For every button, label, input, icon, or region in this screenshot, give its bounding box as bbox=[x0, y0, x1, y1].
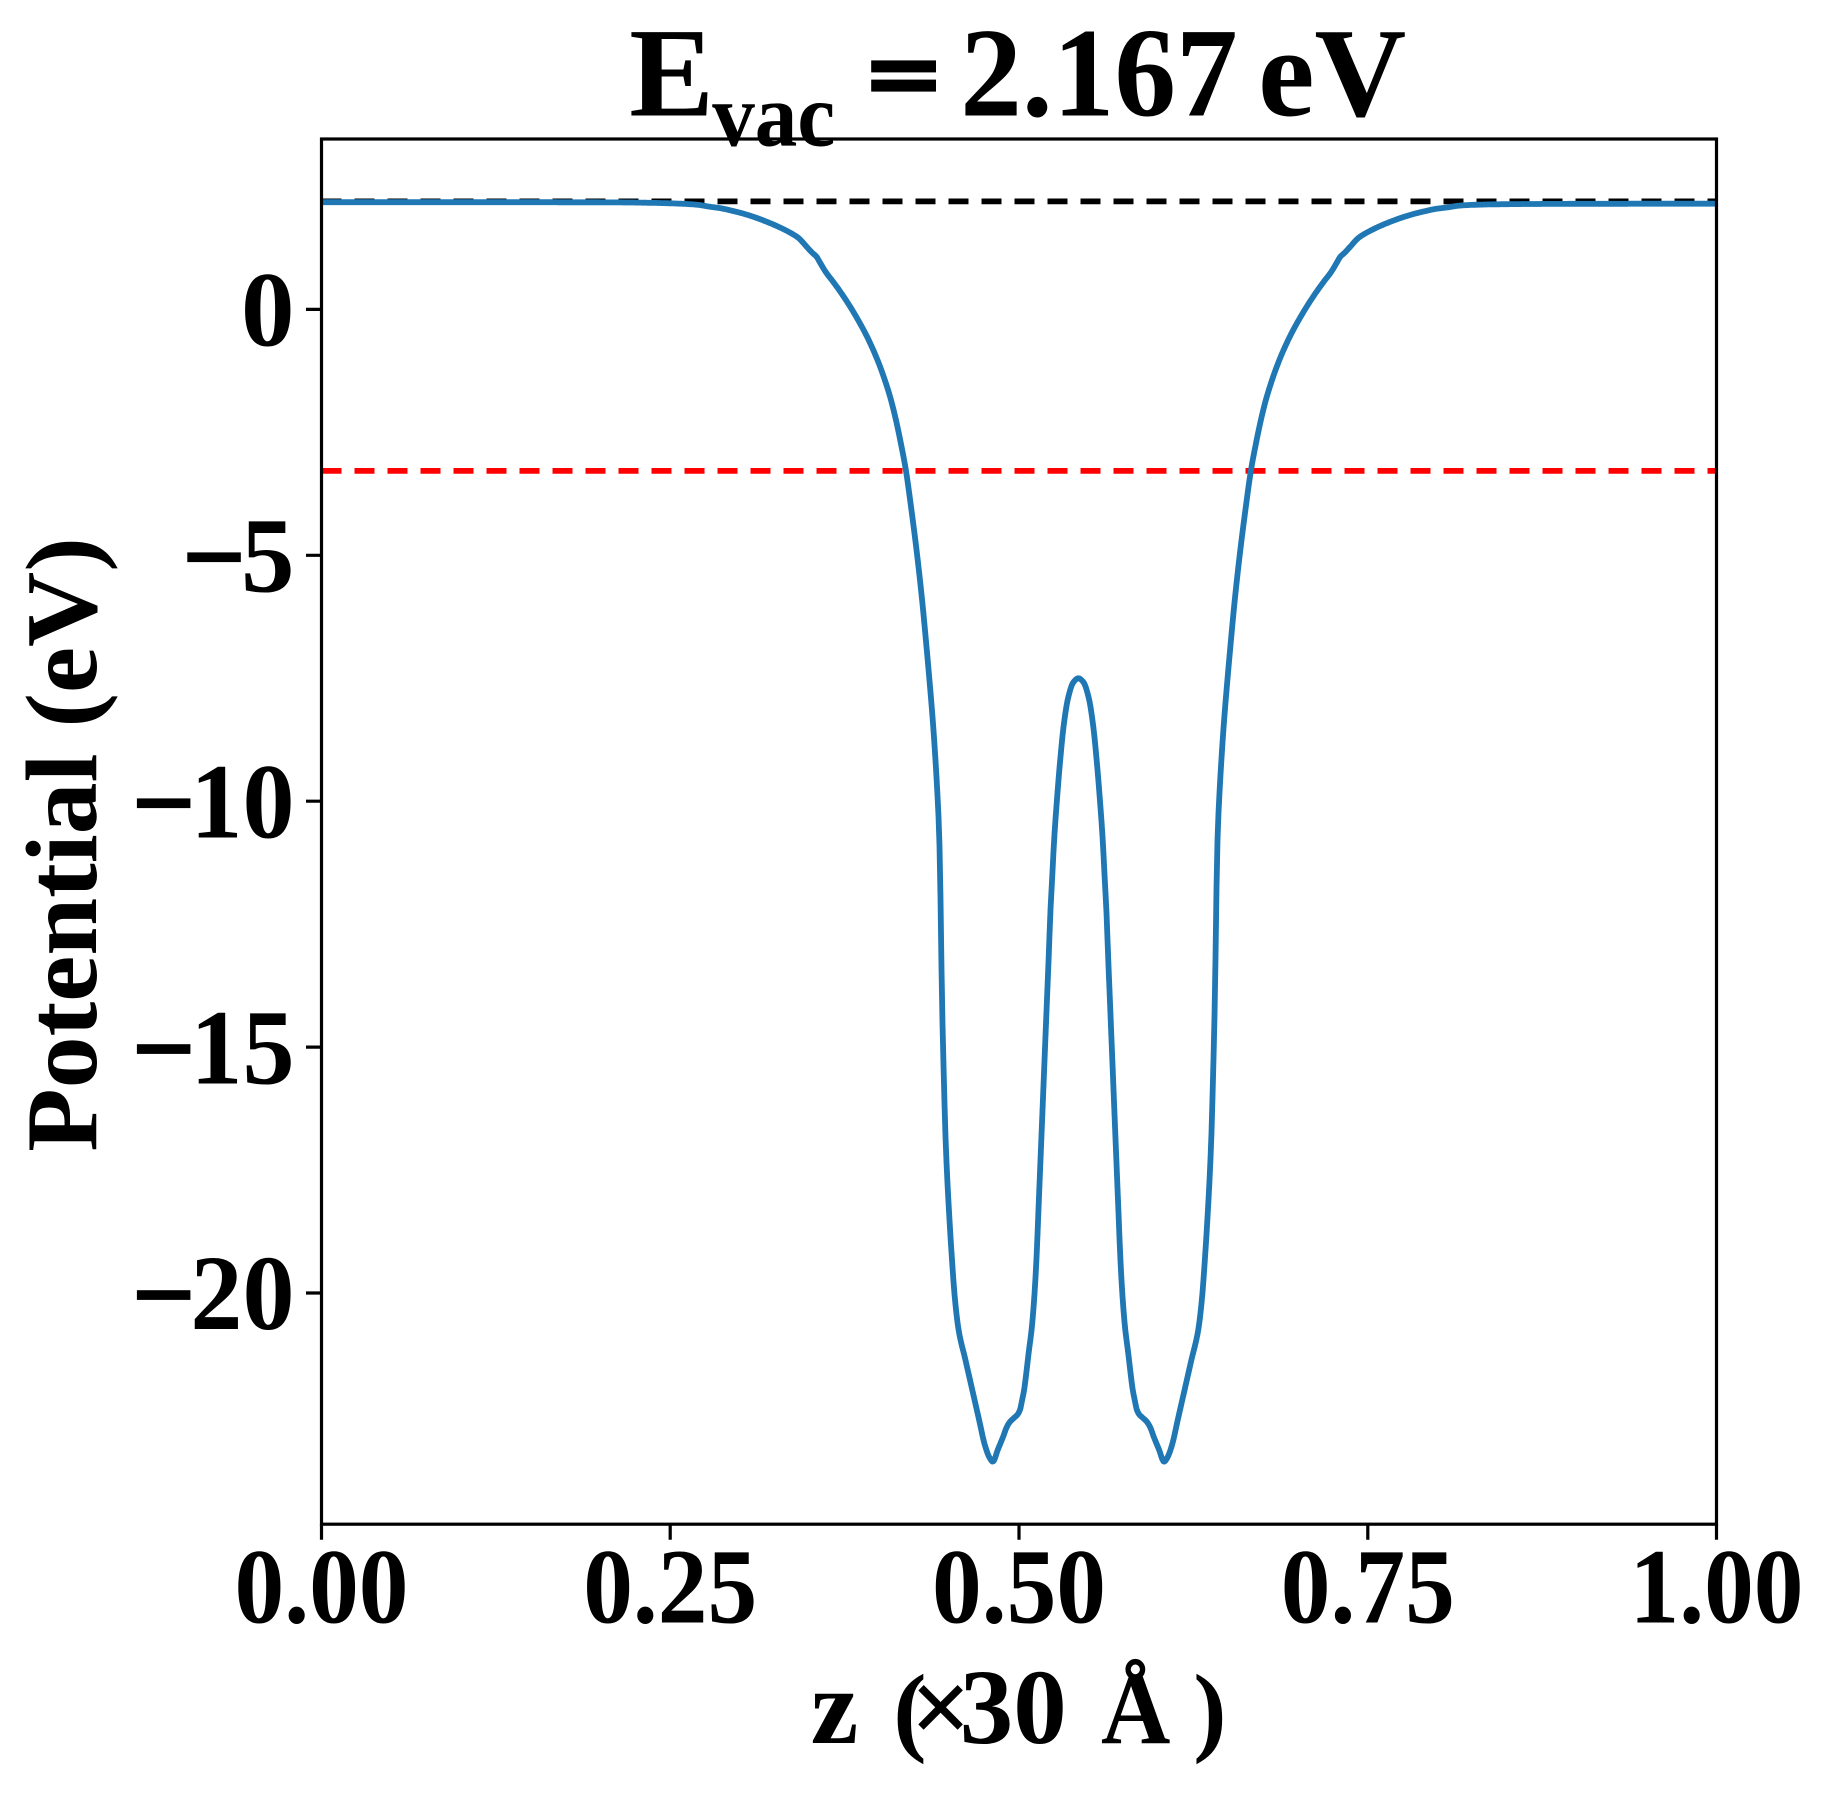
svg-text:15: 15 bbox=[190, 989, 294, 1107]
svg-text:0.75: 0.75 bbox=[1281, 1528, 1455, 1646]
svg-text:20: 20 bbox=[190, 1235, 294, 1353]
svg-text:10: 10 bbox=[190, 743, 294, 861]
svg-text:1.00: 1.00 bbox=[1630, 1528, 1804, 1646]
svg-text:z(×30Å): z (×30 Å) bbox=[811, 1649, 1227, 1767]
svg-text:Potential (eV): Potential (eV) bbox=[6, 537, 118, 1152]
svg-text:0.50: 0.50 bbox=[932, 1528, 1106, 1646]
svg-text:5: 5 bbox=[241, 498, 295, 616]
svg-text:0: 0 bbox=[241, 252, 295, 370]
svg-text:0.00: 0.00 bbox=[235, 1528, 409, 1646]
svg-text:0.25: 0.25 bbox=[583, 1528, 757, 1646]
